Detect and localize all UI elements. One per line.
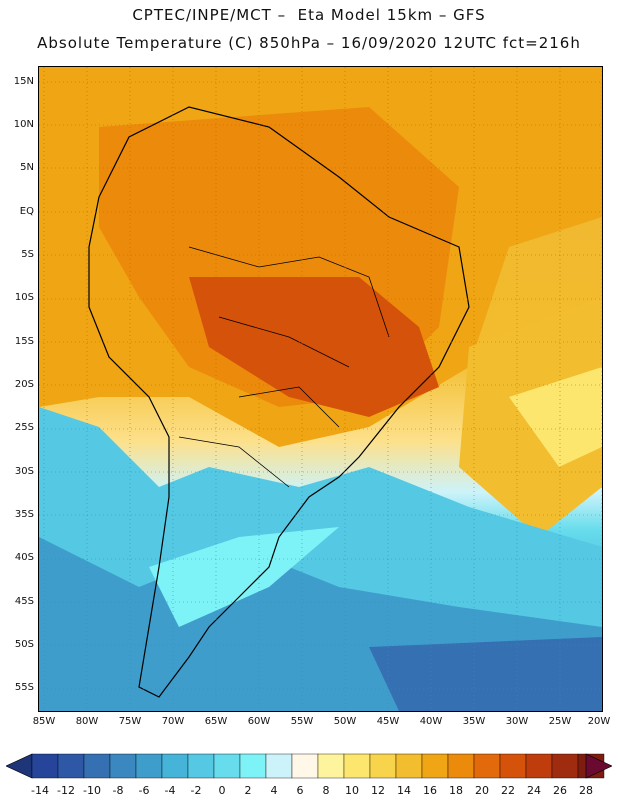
lon-label-80w: 80W bbox=[75, 716, 99, 727]
lat-label-10s: 10S bbox=[14, 292, 34, 303]
colorbar-label: -8 bbox=[112, 784, 124, 797]
country-borders bbox=[178, 246, 390, 488]
colorbar-swatch bbox=[265, 753, 293, 779]
colorbar-label: -10 bbox=[83, 784, 101, 797]
lat-label-45s: 45S bbox=[14, 596, 34, 607]
lat-label-5n: 5N bbox=[20, 162, 34, 173]
map-graphic bbox=[39, 67, 602, 711]
lon-label-70w: 70W bbox=[161, 716, 185, 727]
continent-outline bbox=[88, 106, 470, 698]
lat-label-25s: 25S bbox=[14, 422, 34, 433]
lat-label-40s: 40S bbox=[14, 552, 34, 563]
coldest-region bbox=[369, 637, 602, 711]
lat-label-15s: 15S bbox=[14, 336, 34, 347]
colorbar-high-arrow bbox=[585, 753, 612, 779]
lon-label-60w: 60W bbox=[247, 716, 271, 727]
lon-label-75w: 75W bbox=[118, 716, 142, 727]
lat-label-15n: 15N bbox=[13, 76, 34, 87]
hottest-region bbox=[189, 277, 439, 417]
lat-label-10n: 10N bbox=[13, 119, 34, 130]
colorbar-label: 2 bbox=[244, 784, 252, 797]
colorbar-swatch bbox=[83, 753, 111, 779]
colorbar-label: 4 bbox=[270, 784, 278, 797]
colorbar-label: 26 bbox=[553, 784, 567, 797]
colorbar-swatch bbox=[421, 753, 449, 779]
colorbar-swatch bbox=[135, 753, 163, 779]
colorbar bbox=[6, 753, 612, 779]
colorbar-swatch bbox=[213, 753, 241, 779]
colorbar-label: 24 bbox=[527, 784, 541, 797]
colorbar-swatch bbox=[57, 753, 85, 779]
colorbar-label: -14 bbox=[31, 784, 49, 797]
lat-label-20s: 20S bbox=[14, 379, 34, 390]
title-line-1: CPTEC/INPE/MCT – Eta Model 15km – GFS bbox=[132, 6, 486, 24]
lat-label-50s: 50S bbox=[14, 639, 34, 650]
colorbar-label: 6 bbox=[296, 784, 304, 797]
lat-label-30s: 30S bbox=[14, 466, 34, 477]
colorbar-swatch bbox=[187, 753, 215, 779]
lon-label-45w: 45W bbox=[376, 716, 400, 727]
colorbar-swatch bbox=[239, 753, 267, 779]
lon-label-40w: 40W bbox=[419, 716, 443, 727]
colorbar-swatch bbox=[369, 753, 397, 779]
colorbar-swatch bbox=[447, 753, 475, 779]
colorbar-label: 18 bbox=[449, 784, 463, 797]
lat-label-35s: 35S bbox=[14, 509, 34, 520]
colorbar-label: -12 bbox=[57, 784, 75, 797]
colorbar-label: 12 bbox=[371, 784, 385, 797]
lon-label-20w: 20W bbox=[587, 716, 611, 727]
cyan-patch bbox=[149, 527, 339, 627]
lon-label-55w: 55W bbox=[290, 716, 314, 727]
colorbar-swatch bbox=[551, 753, 579, 779]
grid bbox=[39, 67, 602, 711]
colorbar-label: 8 bbox=[322, 784, 330, 797]
atlantic-yellow bbox=[509, 367, 602, 467]
colorbar-swatch bbox=[525, 753, 553, 779]
colorbar-swatch bbox=[499, 753, 527, 779]
lon-label-35w: 35W bbox=[462, 716, 486, 727]
colorbar-label: 16 bbox=[423, 784, 437, 797]
colorbar-swatch bbox=[109, 753, 137, 779]
title-line-2: Absolute Temperature (C) 850hPa – 16/09/… bbox=[37, 34, 581, 52]
colorbar-swatch bbox=[395, 753, 423, 779]
colorbar-swatch bbox=[473, 753, 501, 779]
colorbar-label: 22 bbox=[501, 784, 515, 797]
lat-label-eq: EQ bbox=[19, 206, 34, 217]
lon-label-85w: 85W bbox=[32, 716, 56, 727]
lon-label-25w: 25W bbox=[548, 716, 572, 727]
colorbar-label: -2 bbox=[190, 784, 202, 797]
colorbar-label: 10 bbox=[345, 784, 359, 797]
colorbar-label: 14 bbox=[397, 784, 411, 797]
lon-label-50w: 50W bbox=[333, 716, 357, 727]
lat-label-55s: 55S bbox=[14, 682, 34, 693]
lon-label-65w: 65W bbox=[204, 716, 228, 727]
colorbar-swatch bbox=[343, 753, 371, 779]
colorbar-label: -4 bbox=[164, 784, 176, 797]
lon-label-30w: 30W bbox=[505, 716, 529, 727]
colorbar-swatches bbox=[31, 753, 605, 779]
colorbar-swatch bbox=[291, 753, 319, 779]
colorbar-swatch bbox=[161, 753, 189, 779]
colorbar-label: 20 bbox=[475, 784, 489, 797]
colorbar-swatch bbox=[31, 753, 59, 779]
colorbar-swatch bbox=[317, 753, 345, 779]
colorbar-label: 28 bbox=[579, 784, 593, 797]
colorbar-label: -6 bbox=[138, 784, 150, 797]
colorbar-low-arrow bbox=[6, 753, 33, 779]
map-panel bbox=[38, 66, 603, 712]
lat-label-5s: 5S bbox=[21, 249, 34, 260]
colorbar-label: 0 bbox=[218, 784, 226, 797]
